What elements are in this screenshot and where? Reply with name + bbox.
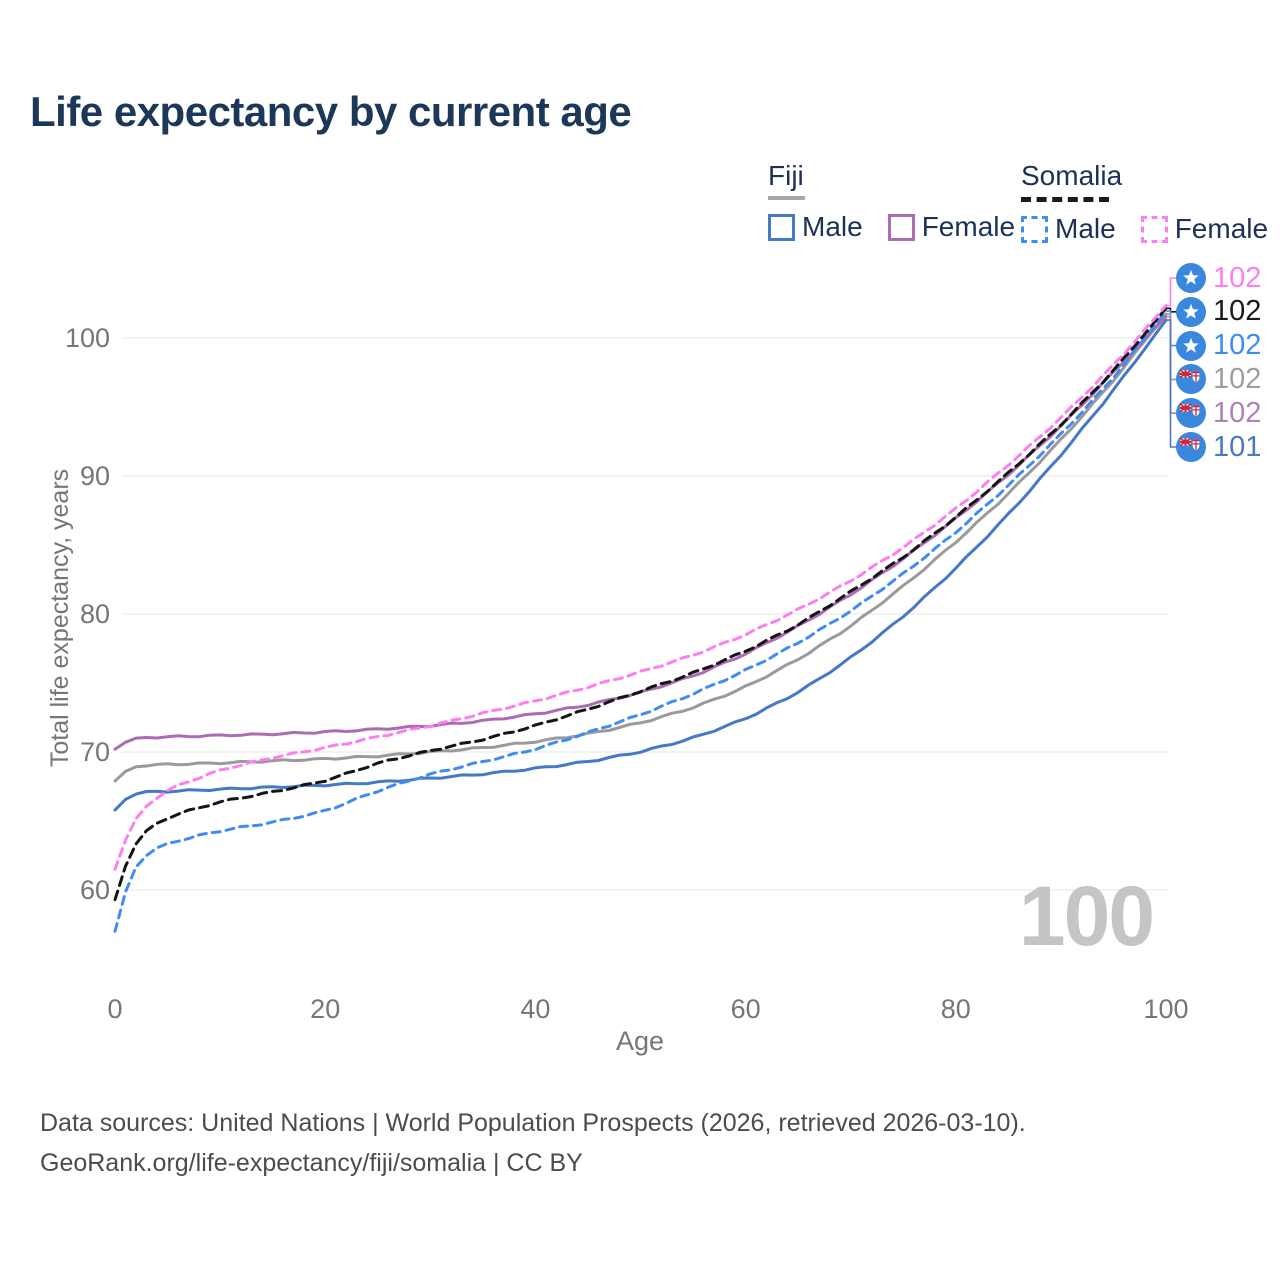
end-value: 101 [1213, 430, 1262, 463]
legend-label-fiji-male[interactable]: Male [802, 211, 863, 242]
svg-text:70: 70 [80, 737, 110, 767]
end-label-somalia-female: 102 [1176, 261, 1262, 294]
svg-text:Total life expectancy, years: Total life expectancy, years [46, 469, 74, 767]
svg-text:Age: Age [616, 1026, 664, 1056]
legend-label-somalia-male[interactable]: Male [1055, 213, 1116, 244]
legend-label-fiji-female[interactable]: Female [921, 211, 1016, 242]
legend-swatch-somalia-female[interactable] [1140, 215, 1168, 243]
svg-text:80: 80 [941, 994, 971, 1024]
legend-swatch-somalia-male[interactable] [1021, 215, 1048, 243]
svg-text:100: 100 [1143, 994, 1188, 1024]
legend-swatch-fiji-male[interactable] [768, 213, 795, 241]
legend-group-somalia: Somalia Male Female [1021, 160, 1280, 245]
end-label-fiji-male: 101 [1176, 430, 1262, 463]
end-label-fiji-female: 102 [1176, 396, 1262, 429]
svg-text:90: 90 [80, 461, 110, 491]
svg-text:100: 100 [1019, 869, 1153, 963]
end-value: 102 [1213, 329, 1262, 362]
fiji-flag-icon [1176, 432, 1206, 462]
svg-text:60: 60 [731, 994, 761, 1024]
legend-group-fiji: Fiji Male Female [768, 160, 1040, 243]
svg-text:60: 60 [80, 875, 110, 905]
somalia-dashed-line-sample [1021, 197, 1109, 202]
legend-country-somalia: Somalia [1021, 160, 1123, 191]
svg-text:100: 100 [65, 323, 110, 353]
fiji-solid-line-sample [768, 196, 805, 200]
svg-text:40: 40 [520, 994, 550, 1024]
end-label-fiji-total: 102 [1176, 362, 1262, 395]
end-value: 102 [1213, 295, 1262, 328]
end-value: 102 [1213, 396, 1262, 429]
end-value: 102 [1213, 261, 1262, 294]
somalia-flag-icon [1176, 263, 1206, 293]
end-value: 102 [1213, 362, 1262, 395]
end-label-somalia-male: 102 [1176, 329, 1262, 362]
svg-text:20: 20 [310, 994, 340, 1024]
end-label-somalia-total: 102 [1176, 295, 1262, 328]
legend-label-somalia-female[interactable]: Female [1174, 213, 1269, 244]
svg-text:0: 0 [107, 994, 122, 1024]
data-source-note: Data sources: United Nations | World Pop… [40, 1103, 1026, 1183]
somalia-flag-icon [1176, 296, 1206, 327]
source-line-2: GeoRank.org/life-expectancy/fiji/somalia… [40, 1149, 583, 1177]
page-title: Life expectancy by current age [30, 88, 632, 135]
fiji-flag-icon [1176, 364, 1206, 395]
legend-country-fiji: Fiji [768, 160, 804, 191]
legend-swatch-fiji-female[interactable] [887, 213, 915, 241]
fiji-flag-icon [1176, 398, 1206, 429]
somalia-flag-icon [1176, 330, 1206, 361]
svg-text:80: 80 [80, 599, 110, 629]
source-line-1: Data sources: United Nations | World Pop… [40, 1109, 1026, 1137]
